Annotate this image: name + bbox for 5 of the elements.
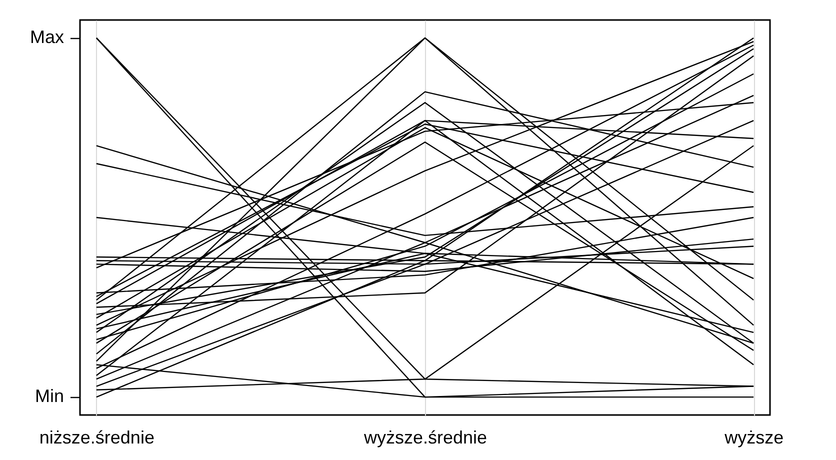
x-tick-label: wyższe.średnie [362, 428, 488, 448]
annotation: Min [34, 386, 64, 406]
annotation: Max [30, 26, 64, 47]
x-tick-label: niższe.średnie [39, 428, 154, 448]
x-tick-label: wyższe [724, 428, 784, 448]
